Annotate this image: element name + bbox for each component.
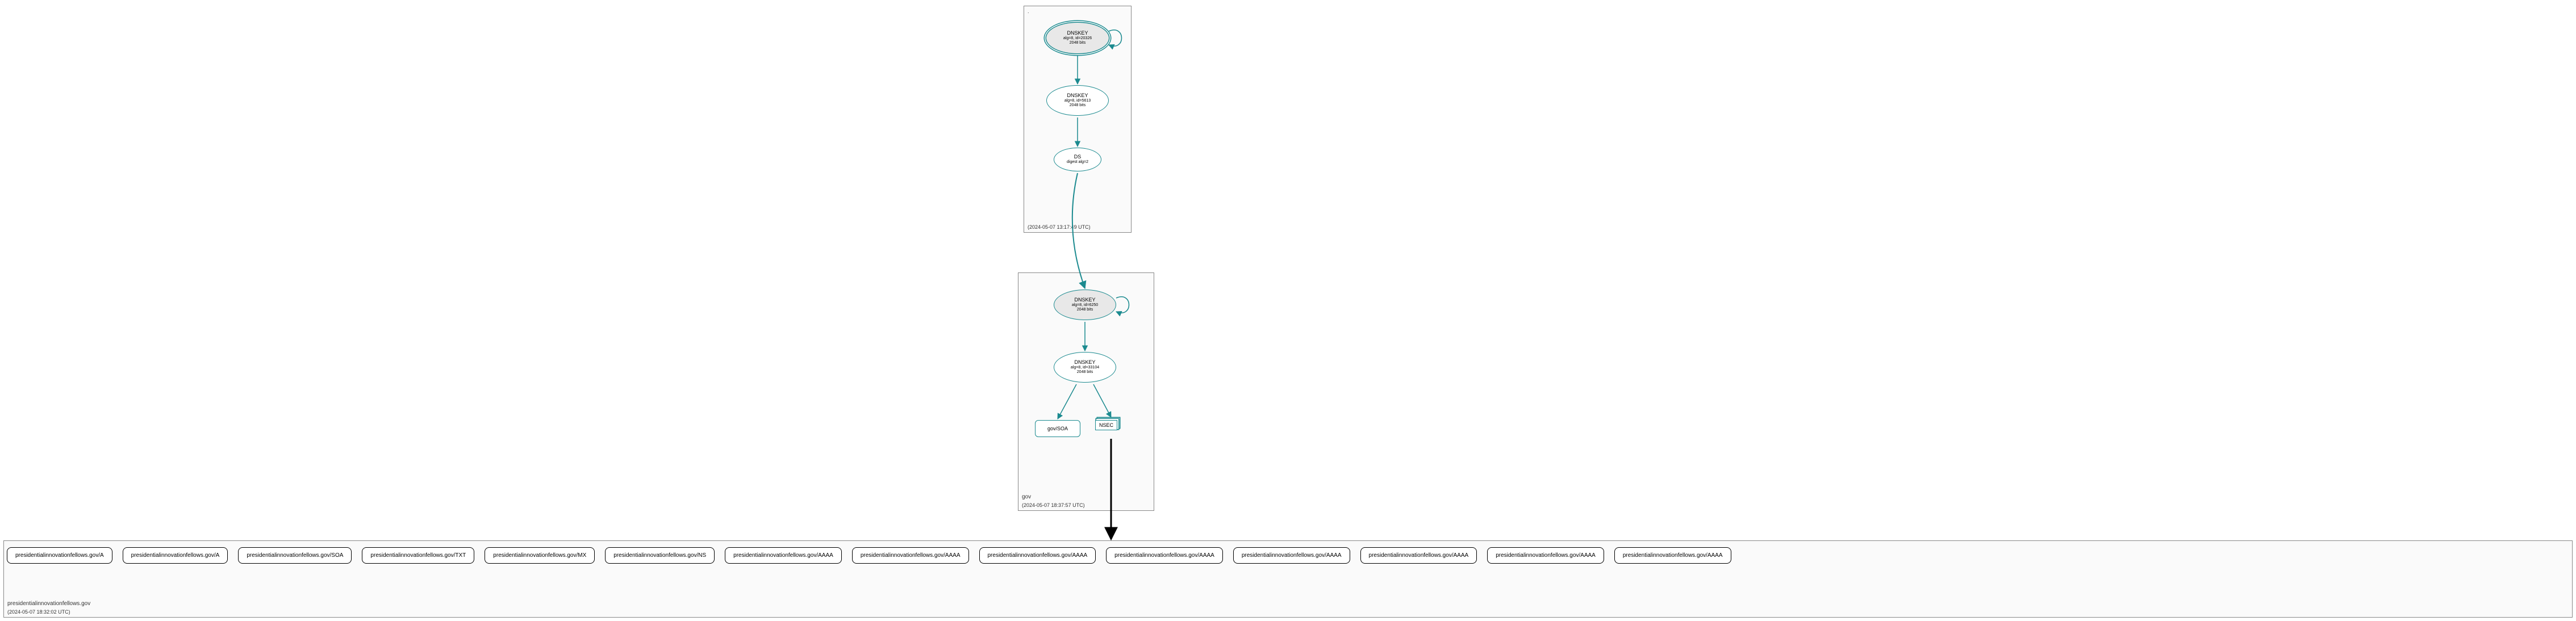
gov-soa-node: gov/SOA	[1035, 420, 1080, 437]
child-zone-title: presidentialinnovationfellows.gov	[7, 601, 90, 607]
record-box: presidentialinnovationfellows.gov/MX	[485, 547, 595, 564]
root-zsk-node: DNSKEY alg=8, id=5613 2048 bits	[1046, 85, 1109, 116]
edges-layer	[0, 0, 2576, 621]
node-label: gov/SOA	[1047, 426, 1068, 431]
node-sub2: 2048 bits	[1070, 103, 1085, 108]
gov-zone-title: gov	[1022, 494, 1031, 500]
record-box: presidentialinnovationfellows.gov/NS	[605, 547, 715, 564]
node-sub1: alg=8, id=5613	[1064, 99, 1091, 103]
record-box: presidentialinnovationfellows.gov/AAAA	[725, 547, 842, 564]
node-sub2: 2048 bits	[1077, 370, 1093, 375]
node-title: DNSKEY	[1074, 297, 1095, 303]
node-sub1: digest alg=2	[1067, 160, 1088, 165]
record-box: presidentialinnovationfellows.gov/AAAA	[1233, 547, 1350, 564]
record-box: presidentialinnovationfellows.gov/AAAA	[1360, 547, 1477, 564]
child-zone-timestamp: (2024-05-07 18:32:02 UTC)	[7, 609, 70, 615]
node-sub1: alg=8, id=33104	[1071, 366, 1099, 370]
node-title: DNSKEY	[1067, 93, 1088, 99]
record-box: presidentialinnovationfellows.gov/AAAA	[979, 547, 1096, 564]
root-zone-label: .	[1028, 9, 1029, 14]
gov-zone-timestamp: (2024-05-07 18:37:57 UTC)	[1022, 502, 1085, 508]
root-zone-timestamp: (2024-05-07 13:17:49 UTC)	[1028, 224, 1091, 230]
record-box: presidentialinnovationfellows.gov/A	[7, 547, 112, 564]
records-row: presidentialinnovationfellows.gov/A presi…	[7, 547, 2569, 564]
record-box: presidentialinnovationfellows.gov/A	[123, 547, 228, 564]
gov-nsec-node: NSEC	[1095, 420, 1117, 430]
record-box: presidentialinnovationfellows.gov/TXT	[362, 547, 474, 564]
gov-zsk-node: DNSKEY alg=8, id=33104 2048 bits	[1054, 352, 1116, 383]
node-sub1: alg=8, id=20326	[1063, 36, 1092, 41]
node-sub2: 2048 bits	[1077, 308, 1093, 312]
node-title: DS	[1074, 154, 1082, 160]
record-box: presidentialinnovationfellows.gov/AAAA	[1487, 547, 1604, 564]
record-box: presidentialinnovationfellows.gov/AAAA	[1106, 547, 1223, 564]
gov-ksk-node: DNSKEY alg=8, id=6250 2048 bits	[1054, 289, 1116, 320]
node-title: DNSKEY	[1074, 360, 1095, 366]
node-sub2: 2048 bits	[1070, 41, 1085, 45]
node-title: DNSKEY	[1067, 31, 1088, 36]
root-ksk-node: DNSKEY alg=8, id=20326 2048 bits	[1046, 23, 1109, 53]
node-label: NSEC	[1099, 422, 1113, 428]
record-box: presidentialinnovationfellows.gov/AAAA	[852, 547, 969, 564]
record-box: presidentialinnovationfellows.gov/SOA	[238, 547, 352, 564]
record-box: presidentialinnovationfellows.gov/AAAA	[1614, 547, 1731, 564]
node-sub1: alg=8, id=6250	[1072, 303, 1098, 308]
root-ds-node: DS digest alg=2	[1054, 148, 1101, 171]
